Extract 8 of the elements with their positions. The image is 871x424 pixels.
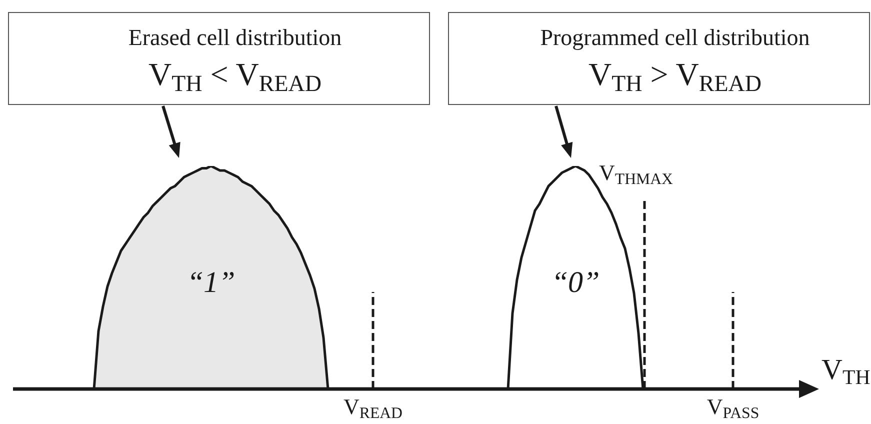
text: Erased cell distribution V$_{TH}$ < V$_{READ}$: [128, 24, 342, 96]
x-tick-label: V$_{PASS}$: [706, 394, 760, 422]
series-label: “1”: [186, 266, 236, 300]
series-label: “0”: [551, 266, 600, 300]
x-tick-label: V$_{READ}$: [344, 394, 402, 422]
annotation: V$_{THMAX}$: [599, 160, 673, 188]
text: Programmed cell distribution V$_{TH}$ > V$_{READ}$: [540, 24, 810, 96]
x-axis-title: V$_{TH}$: [822, 354, 870, 390]
